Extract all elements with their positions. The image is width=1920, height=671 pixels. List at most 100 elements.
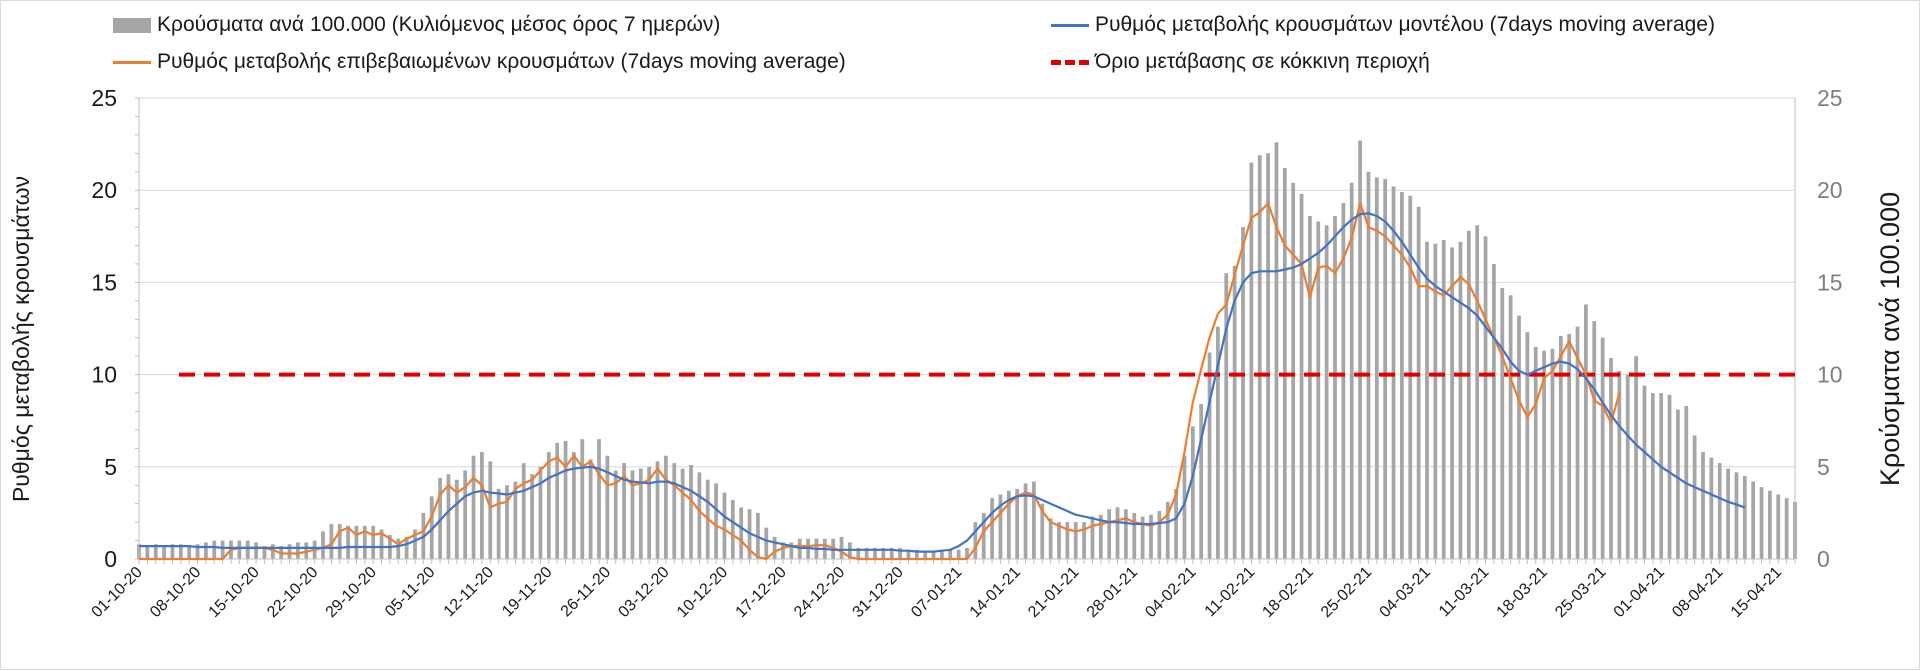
- bar: [337, 523, 342, 559]
- bar: [471, 455, 476, 559]
- x-tick-label: 18-03-21: [1494, 564, 1551, 621]
- x-tick-label: 01-10-20: [89, 564, 146, 621]
- bar: [1533, 346, 1538, 559]
- bar: [898, 547, 902, 559]
- bar: [463, 470, 468, 559]
- bar: [546, 452, 551, 559]
- bar: [396, 538, 401, 559]
- bar: [613, 470, 618, 559]
- bar: [1634, 356, 1638, 559]
- legend-label-threshold: Όριο μετάβασης σε κόκκινη περιοχή: [1095, 50, 1430, 73]
- y-tick-label-right: 5: [1817, 454, 1830, 480]
- bar: [1182, 455, 1187, 559]
- x-tick-label: 28-01-21: [1084, 564, 1141, 621]
- bar: [1768, 490, 1772, 559]
- bar: [1040, 503, 1045, 559]
- y-axis-label-right: Κρούσματα ανά 100.000: [1875, 192, 1905, 486]
- bar: [1525, 332, 1530, 559]
- bar: [254, 542, 258, 559]
- bar: [513, 481, 518, 559]
- bar: [1709, 457, 1714, 559]
- bar: [1057, 522, 1061, 559]
- bar: [889, 547, 894, 559]
- bar: [1542, 350, 1546, 559]
- bar: [914, 549, 919, 559]
- bar: [1282, 168, 1287, 559]
- bar: [1299, 193, 1304, 559]
- bar: [1216, 326, 1220, 559]
- bar: [505, 485, 509, 559]
- bar: [622, 463, 626, 559]
- bar: [1676, 409, 1680, 559]
- bar: [873, 547, 877, 559]
- bar: [354, 525, 359, 559]
- bar: [371, 525, 376, 559]
- bar: [1232, 265, 1237, 559]
- bar: [287, 544, 292, 559]
- bar: [1567, 334, 1572, 559]
- bar: [647, 466, 652, 559]
- bar: [1324, 225, 1329, 559]
- x-tick-label: 24-12-20: [791, 564, 848, 621]
- bar: [1776, 494, 1781, 559]
- bar: [1383, 179, 1388, 560]
- bar: [429, 496, 434, 559]
- bar: [680, 468, 685, 559]
- bar: [1642, 385, 1647, 559]
- bar: [1558, 335, 1563, 559]
- bar: [856, 547, 861, 559]
- bar: [1098, 514, 1103, 559]
- bar: [981, 512, 986, 559]
- bar: [1199, 404, 1204, 559]
- bar: [1165, 501, 1170, 559]
- bar: [1333, 216, 1337, 560]
- bar: [237, 540, 242, 559]
- x-tick-label: 17-12-20: [733, 564, 790, 621]
- bar: [1734, 472, 1739, 559]
- bar: [714, 483, 718, 559]
- bar: [1224, 273, 1229, 559]
- bar: [597, 439, 601, 559]
- bar: [998, 494, 1003, 559]
- bar: [1316, 221, 1321, 559]
- y-tick-label-left: 25: [91, 85, 117, 111]
- bar: [1032, 481, 1036, 559]
- bar: [655, 461, 660, 559]
- bar: [1408, 195, 1413, 559]
- bar: [948, 549, 953, 559]
- bar: [572, 452, 576, 559]
- bar: [1483, 236, 1488, 560]
- bar: [1291, 182, 1296, 559]
- line-series: [139, 202, 1746, 561]
- bar: [521, 463, 526, 559]
- bar: [1308, 216, 1312, 560]
- bar: [764, 527, 769, 559]
- bar: [321, 531, 325, 559]
- x-tick-label: 07-01-21: [908, 564, 965, 621]
- confirmed-rate-line: [139, 202, 1621, 561]
- bar: [1132, 512, 1137, 559]
- bar: [1584, 304, 1588, 559]
- x-tick-label: 12-11-20: [441, 564, 498, 621]
- bar: [664, 455, 668, 559]
- bar: [1500, 287, 1505, 559]
- bar: [1742, 476, 1747, 559]
- bar: [781, 542, 785, 559]
- y-tick-label-left: 5: [104, 454, 117, 480]
- y-tick-label-right: 20: [1817, 177, 1843, 203]
- y-tick-label-left: 20: [91, 177, 117, 203]
- bar: [1358, 140, 1362, 560]
- bar: [1450, 247, 1454, 559]
- bar: [153, 544, 158, 559]
- bar: [1600, 337, 1605, 559]
- bar: [739, 507, 744, 559]
- gridlines: [139, 97, 1795, 468]
- y-tick-label-left: 0: [104, 546, 117, 572]
- legend-label-model: Ρυθμός μεταβολής κρουσμάτων μοντέλου (7d…: [1095, 13, 1715, 36]
- bar: [296, 542, 300, 559]
- x-tick-label: 21-01-21: [1025, 564, 1082, 621]
- bar: [956, 549, 961, 559]
- bar: [630, 470, 635, 559]
- bar: [1617, 370, 1622, 559]
- bar: [722, 492, 727, 559]
